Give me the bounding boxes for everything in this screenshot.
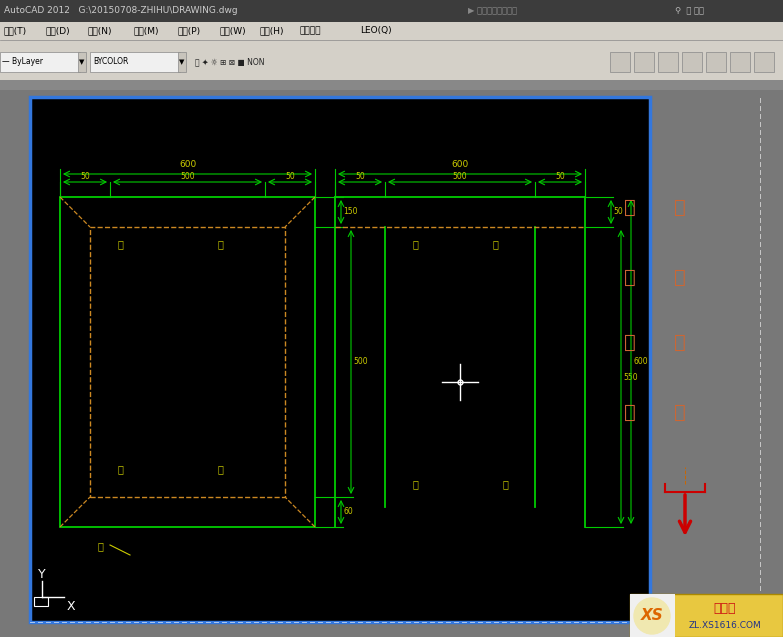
- Text: 600: 600: [633, 357, 648, 366]
- Text: 区: 区: [624, 333, 636, 352]
- Text: XS: XS: [640, 608, 663, 624]
- Text: 框: 框: [674, 268, 686, 287]
- Bar: [0, 39, 783, 80]
- Text: 标注(N): 标注(N): [88, 26, 113, 36]
- Bar: [630, 594, 783, 637]
- Text: Y: Y: [38, 568, 46, 581]
- Text: 600: 600: [451, 160, 468, 169]
- Bar: [630, 594, 675, 637]
- Text: 50: 50: [613, 208, 622, 217]
- Bar: [634, 52, 654, 71]
- Text: 数据视图: 数据视图: [300, 26, 322, 36]
- Text: 50: 50: [555, 172, 565, 181]
- Text: AutoCAD 2012   G:\20150708-ZHIHU\DRAWING.dwg: AutoCAD 2012 G:\20150708-ZHIHU\DRAWING.d…: [4, 6, 237, 15]
- Text: 资料网: 资料网: [714, 603, 736, 615]
- Text: ⚲  👤 登录: ⚲ 👤 登录: [675, 6, 704, 15]
- Text: 工具(T): 工具(T): [4, 26, 27, 36]
- Text: 50: 50: [355, 172, 365, 181]
- Text: 额: 额: [412, 239, 418, 249]
- Text: 60: 60: [343, 508, 353, 517]
- Text: 处: 处: [492, 239, 498, 249]
- Text: 额: 额: [117, 464, 123, 474]
- Text: 帮助(H): 帮助(H): [260, 26, 284, 36]
- Text: 绘图(D): 绘图(D): [46, 26, 70, 36]
- Text: BYCOLOR: BYCOLOR: [93, 57, 128, 66]
- Bar: [30, 97, 650, 622]
- Text: 修改(M): 修改(M): [133, 26, 158, 36]
- Text: 区: 区: [674, 333, 686, 352]
- Text: 500: 500: [180, 172, 195, 181]
- Bar: [0, 52, 80, 71]
- Text: 额: 额: [117, 239, 123, 249]
- Circle shape: [634, 598, 670, 634]
- Text: 额: 额: [97, 541, 103, 551]
- Text: 500: 500: [353, 357, 368, 366]
- Bar: [754, 52, 774, 71]
- Text: ▼: ▼: [79, 59, 85, 65]
- Text: 550: 550: [623, 373, 637, 382]
- Text: ⬛ ✦ ☼ ⊞ ⊠ ■ NON: ⬛ ✦ ☼ ⊞ ⊠ ■ NON: [195, 57, 265, 66]
- Text: — ByLayer: — ByLayer: [2, 57, 43, 66]
- Bar: [60, 197, 315, 527]
- Text: LEO(Q): LEO(Q): [360, 26, 392, 36]
- Text: ZL.XS1616.COM: ZL.XS1616.COM: [688, 620, 761, 629]
- Bar: [0, 0, 783, 22]
- Text: 绿: 绿: [217, 464, 223, 474]
- Bar: [34, 597, 48, 606]
- Bar: [610, 52, 630, 71]
- Bar: [178, 52, 186, 71]
- Text: 图: 图: [674, 197, 686, 217]
- Text: 域: 域: [624, 403, 636, 422]
- Text: 图: 图: [624, 197, 636, 217]
- Bar: [0, 80, 783, 90]
- Text: ▼: ▼: [179, 59, 184, 65]
- Text: 形: 形: [624, 268, 636, 287]
- Text: 50: 50: [285, 172, 295, 181]
- Text: 600: 600: [179, 160, 196, 169]
- Text: ▶ 键入关键字或短语: ▶ 键入关键字或短语: [468, 6, 517, 15]
- Text: 绿: 绿: [502, 479, 508, 489]
- Bar: [78, 52, 86, 71]
- Text: 500: 500: [453, 172, 467, 181]
- Text: 150: 150: [343, 208, 358, 217]
- Bar: [658, 52, 678, 71]
- Bar: [90, 227, 285, 497]
- Text: 窗口(W): 窗口(W): [220, 26, 247, 36]
- Bar: [0, 22, 783, 39]
- Bar: [90, 52, 180, 71]
- Bar: [706, 52, 726, 71]
- Text: 50: 50: [80, 172, 90, 181]
- Bar: [682, 52, 702, 71]
- Text: 绿: 绿: [217, 239, 223, 249]
- Bar: [730, 52, 750, 71]
- Text: 量: 量: [412, 479, 418, 489]
- Text: X: X: [67, 600, 76, 613]
- Text: 参数(P): 参数(P): [178, 26, 201, 36]
- Text: 域: 域: [674, 403, 686, 422]
